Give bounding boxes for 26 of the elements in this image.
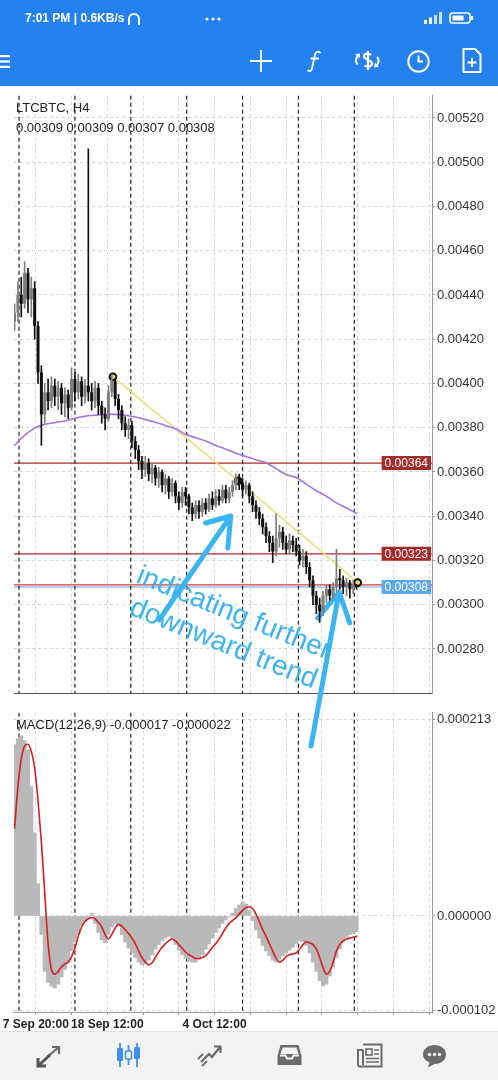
y-tick-label: 0.00280 [437, 640, 484, 656]
y-tick-label: 0.00320 [437, 552, 484, 568]
y-tick-label: 0.00420 [437, 330, 484, 346]
y-tick-label: 0.00460 [437, 242, 484, 258]
y-tick-label: 0.00480 [437, 198, 484, 214]
ref-line-label: 0.00308 [384, 579, 429, 594]
y-tick-label: 0.00380 [437, 419, 484, 435]
x-tick-label: 4 Oct 12:00 [182, 1016, 247, 1031]
text: 7:01 PM | 0.6KB/s [25, 11, 125, 26]
chart-title: MACD(12,26,9) -0.000017 -0.000022 [16, 716, 231, 732]
ref-line-label: 0.00364 [384, 455, 429, 470]
y-tick-label: -0.000102 [437, 1001, 496, 1017]
text: 0.00309 0.00309 0.00307 0.00308 [16, 119, 215, 135]
y-tick-label: 0.000000 [437, 907, 492, 923]
y-tick-label: 0.00520 [437, 109, 484, 125]
y-tick-label: 0.00400 [437, 375, 484, 391]
x-tick-label: 7 Sep 20:00 [2, 1016, 70, 1031]
y-tick-label: 0.00440 [437, 286, 484, 302]
y-tick-label: 0.00340 [437, 507, 484, 523]
chart-title: LTCBTC, H4 [16, 99, 90, 115]
ref-line-label: 0.00323 [384, 546, 429, 561]
y-tick-label: 0.00300 [437, 596, 484, 612]
y-tick-label: 0.00500 [437, 153, 484, 169]
y-tick-label: 0.00360 [437, 463, 484, 479]
x-tick-label: 18 Sep 12:00 [70, 1016, 145, 1031]
y-tick-label: 0.000213 [437, 710, 492, 726]
